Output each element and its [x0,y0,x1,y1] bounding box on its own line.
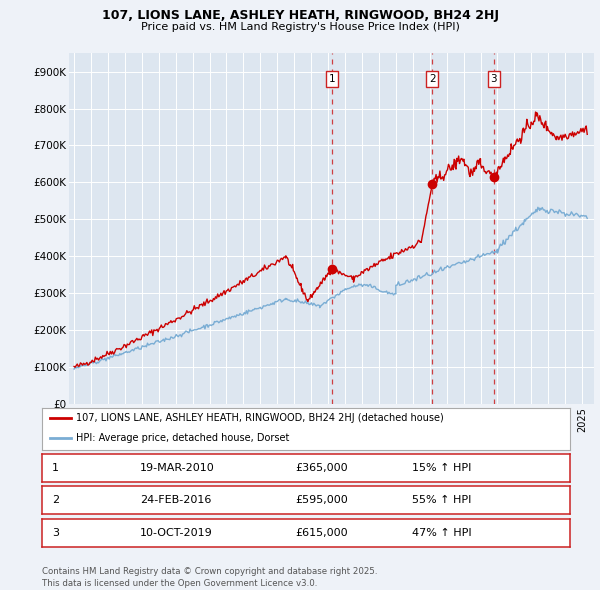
Text: 47% ↑ HPI: 47% ↑ HPI [412,528,471,537]
Text: 107, LIONS LANE, ASHLEY HEATH, RINGWOOD, BH24 2HJ: 107, LIONS LANE, ASHLEY HEATH, RINGWOOD,… [101,9,499,22]
Text: 3: 3 [52,528,59,537]
Text: 15% ↑ HPI: 15% ↑ HPI [412,463,471,473]
Text: 1: 1 [52,463,59,473]
Text: £595,000: £595,000 [295,496,348,505]
Text: Price paid vs. HM Land Registry's House Price Index (HPI): Price paid vs. HM Land Registry's House … [140,22,460,32]
Text: 2: 2 [52,496,59,505]
Text: Contains HM Land Registry data © Crown copyright and database right 2025.
This d: Contains HM Land Registry data © Crown c… [42,567,377,588]
Text: 107, LIONS LANE, ASHLEY HEATH, RINGWOOD, BH24 2HJ (detached house): 107, LIONS LANE, ASHLEY HEATH, RINGWOOD,… [76,414,444,423]
Text: £615,000: £615,000 [295,528,348,537]
Text: 3: 3 [490,74,497,84]
Text: £365,000: £365,000 [295,463,348,473]
Text: 55% ↑ HPI: 55% ↑ HPI [412,496,471,505]
Text: HPI: Average price, detached house, Dorset: HPI: Average price, detached house, Dors… [76,433,290,443]
Text: 19-MAR-2010: 19-MAR-2010 [140,463,214,473]
Text: 2: 2 [429,74,436,84]
Text: 1: 1 [328,74,335,84]
Text: 10-OCT-2019: 10-OCT-2019 [140,528,212,537]
Text: 24-FEB-2016: 24-FEB-2016 [140,496,211,505]
